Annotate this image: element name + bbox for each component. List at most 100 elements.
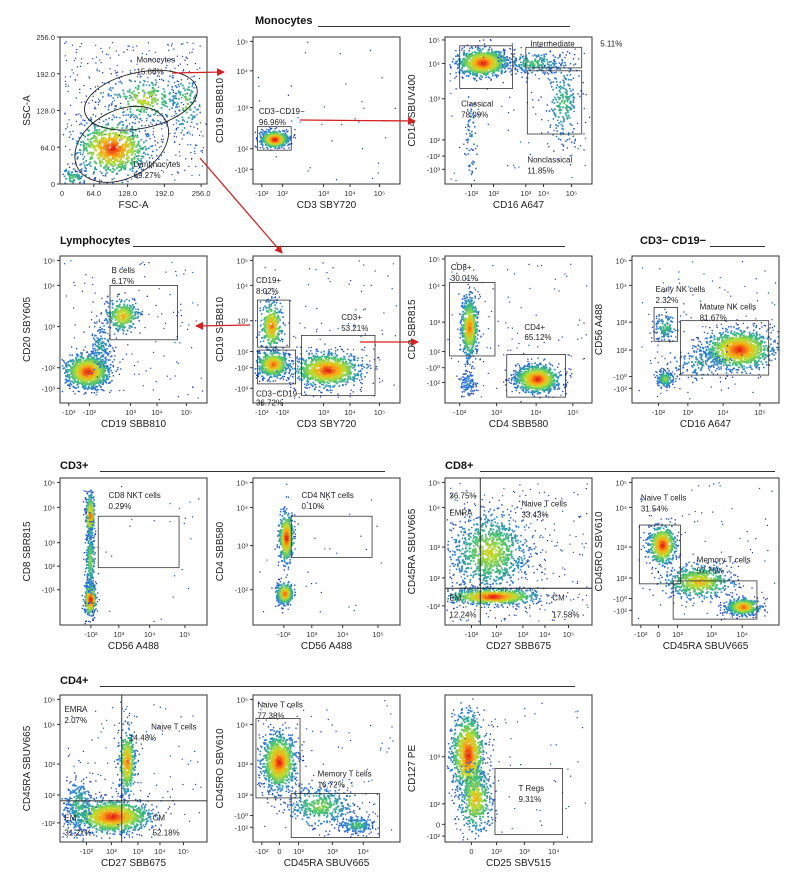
event-point: [101, 361, 103, 363]
event-point: [563, 118, 565, 120]
event-point: [145, 140, 147, 142]
event-point: [520, 64, 522, 66]
x-tick-label: -10²: [83, 408, 97, 417]
event-point: [194, 116, 196, 118]
event-point: [149, 50, 150, 51]
event-point: [116, 371, 117, 372]
event-point: [182, 322, 183, 323]
event-point: [147, 101, 149, 103]
event-point: [285, 132, 287, 134]
event-point: [116, 75, 117, 76]
event-point: [178, 172, 179, 173]
event-point: [140, 118, 142, 120]
event-point: [145, 125, 146, 126]
event-point: [169, 76, 171, 78]
event-point: [573, 101, 575, 103]
event-point: [123, 93, 125, 95]
event-point: [69, 149, 70, 150]
event-point: [145, 327, 146, 328]
event-point: [284, 131, 286, 133]
event-point: [104, 134, 105, 135]
event-point: [589, 117, 590, 118]
event-point: [133, 50, 134, 51]
event-point: [182, 43, 183, 44]
event-point: [507, 165, 508, 166]
event-point: [103, 354, 105, 356]
event-point: [163, 104, 164, 105]
event-point: [155, 341, 156, 342]
event-point: [154, 113, 156, 115]
event-point: [94, 166, 96, 168]
event-point: [92, 152, 94, 154]
event-point: [117, 72, 118, 73]
event-point: [106, 348, 108, 350]
y-tick-label: -10³: [427, 165, 441, 174]
event-point: [363, 264, 364, 265]
event-point: [573, 64, 574, 65]
event-point: [491, 49, 493, 51]
event-point: [476, 154, 477, 155]
event-point: [99, 70, 100, 71]
event-point: [561, 128, 563, 130]
event-point: [550, 83, 552, 85]
event-point: [126, 304, 128, 306]
event-point: [116, 308, 118, 310]
event-point: [122, 124, 124, 126]
plot-p2: -10² 10² 10³ 10⁴ 10⁵10⁵10⁴10³10²-10²CD3 SBY7…: [215, 37, 400, 211]
event-point: [91, 154, 93, 156]
event-point: [141, 155, 143, 157]
event-point: [488, 124, 489, 125]
event-point: [93, 171, 95, 173]
event-point: [579, 96, 581, 98]
event-point: [99, 329, 101, 331]
event-point: [136, 151, 138, 153]
event-point: [76, 52, 77, 53]
event-point: [570, 74, 572, 76]
event-point: [77, 66, 78, 67]
event-point: [526, 61, 528, 63]
event-point: [187, 329, 188, 330]
event-point: [556, 81, 558, 83]
event-point: [102, 96, 104, 98]
event-point: [146, 85, 147, 86]
event-point: [171, 262, 172, 263]
event-point: [138, 109, 140, 111]
event-point: [475, 168, 476, 169]
event-point: [130, 117, 132, 119]
event-point: [95, 62, 96, 63]
event-point: [469, 169, 471, 171]
event-point: [126, 354, 127, 355]
event-point: [513, 109, 514, 110]
event-point: [84, 180, 85, 181]
event-point: [161, 155, 162, 156]
event-point: [282, 130, 284, 132]
event-point: [150, 122, 151, 123]
event-point: [570, 68, 572, 70]
event-point: [465, 154, 466, 155]
event-point: [572, 97, 574, 99]
x-axis-label: CD19 SBB810: [101, 419, 166, 430]
event-point: [97, 70, 98, 71]
event-point: [115, 347, 116, 348]
event-point: [65, 84, 66, 85]
event-point: [103, 157, 105, 159]
event-point: [62, 365, 64, 367]
event-point: [118, 81, 119, 82]
event-point: [461, 49, 462, 50]
event-point: [199, 174, 200, 175]
event-point: [515, 61, 517, 63]
event-point: [188, 394, 189, 395]
event-point: [148, 135, 150, 137]
event-point: [89, 383, 91, 385]
event-point: [86, 122, 88, 124]
event-point: [116, 167, 118, 169]
event-point: [538, 100, 539, 101]
event-point: [112, 361, 113, 362]
event-point: [92, 333, 93, 334]
event-point: [116, 50, 117, 51]
event-point: [105, 119, 106, 120]
event-point: [115, 83, 117, 85]
event-point: [360, 336, 361, 337]
event-point: [361, 101, 362, 102]
event-point: [567, 117, 569, 119]
